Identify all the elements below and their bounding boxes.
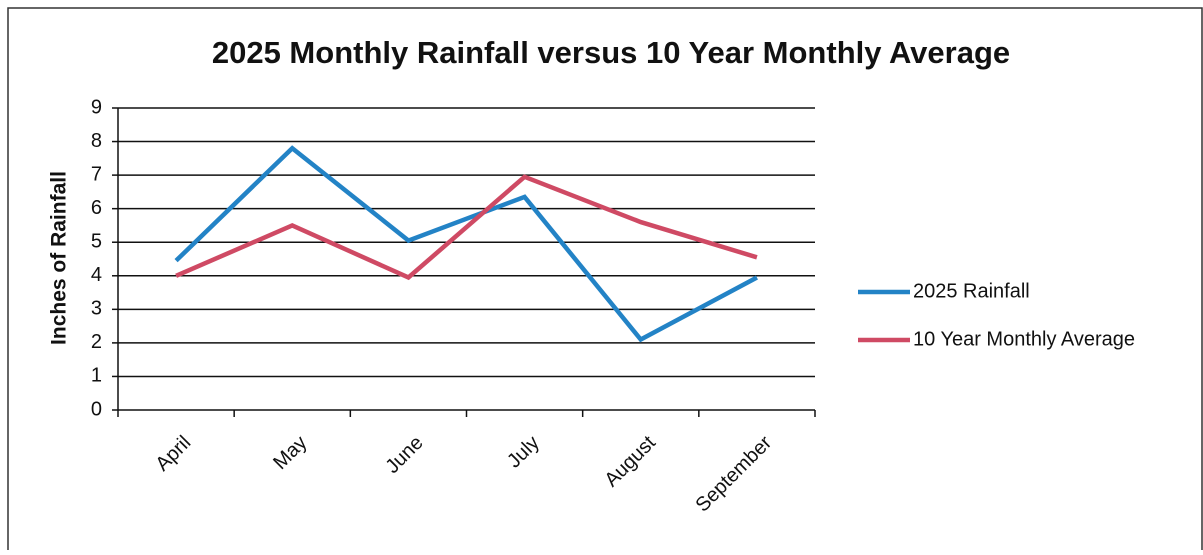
legend-label: 2025 Rainfall — [913, 280, 1030, 302]
y-tick-label: 0 — [91, 398, 102, 420]
y-tick-label: 9 — [91, 96, 102, 118]
y-tick-label: 8 — [91, 130, 102, 152]
x-tick-label: August — [600, 431, 660, 491]
data-line — [174, 145, 758, 343]
x-tick-label: June — [381, 432, 427, 478]
y-tick-label: 7 — [91, 163, 102, 185]
y-tick-label: 3 — [91, 298, 102, 320]
y-axis-label: Inches of Rainfall — [48, 171, 71, 345]
chart-frame — [7, 7, 1203, 555]
chart-title: 2025 Monthly Rainfall versus 10 Year Mon… — [212, 35, 1010, 70]
x-tick-label: April — [152, 432, 196, 476]
legend-label: 10 Year Monthly Average — [913, 328, 1135, 350]
data-line — [175, 174, 758, 281]
x-tick-label: May — [269, 432, 311, 474]
x-tick-label: July — [503, 432, 544, 473]
x-tick-label: September — [691, 431, 776, 516]
y-tick-label: 4 — [91, 264, 102, 286]
y-tick-label: 2 — [91, 331, 102, 353]
y-tick-label: 6 — [91, 197, 102, 219]
y-tick-label: 5 — [91, 231, 102, 253]
y-tick-label: 1 — [91, 365, 102, 387]
